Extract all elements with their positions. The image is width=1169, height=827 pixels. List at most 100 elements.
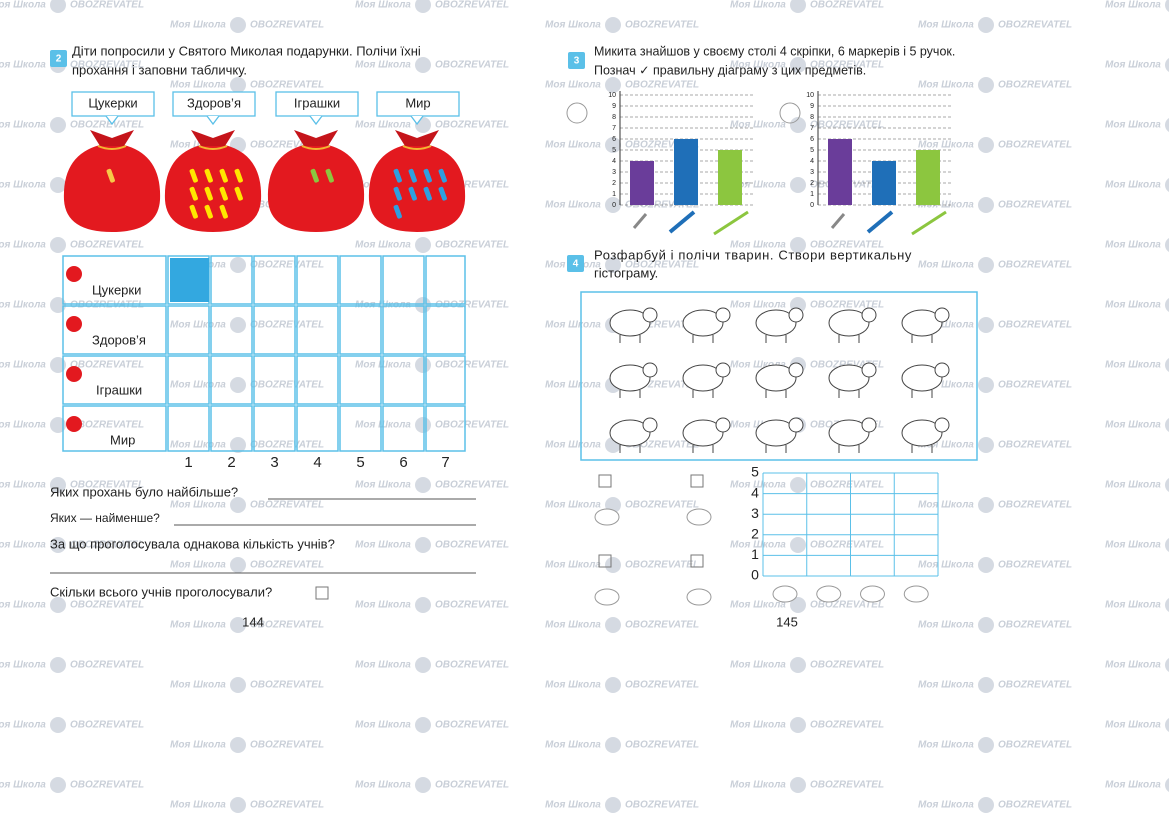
checkbox bbox=[598, 554, 612, 568]
watermark-logo bbox=[605, 257, 621, 273]
bag bbox=[368, 145, 466, 232]
watermark-brand: OBOZREVATEL bbox=[810, 600, 884, 611]
task-text: гістограму. bbox=[594, 265, 658, 280]
watermark-school: Моя Школа bbox=[1105, 120, 1161, 131]
cell bbox=[62, 405, 167, 452]
watermark-brand: OBOZREVATEL bbox=[810, 300, 884, 311]
watermark-brand: OBOZREVATEL bbox=[998, 500, 1072, 511]
bag-top bbox=[294, 130, 338, 146]
watermark-logo bbox=[230, 77, 246, 93]
watermark-school: Моя Школа bbox=[730, 240, 786, 251]
animal-head bbox=[642, 307, 658, 323]
watermark-logo bbox=[790, 537, 806, 553]
y-tick-label: 4 bbox=[612, 158, 616, 165]
answer-circle bbox=[779, 102, 801, 124]
bar bbox=[674, 139, 698, 205]
watermark-school: Моя Школа bbox=[545, 620, 601, 631]
animal-body bbox=[828, 309, 870, 337]
cell bbox=[210, 255, 253, 305]
watermark-brand: OBOZREVATEL bbox=[625, 800, 699, 811]
watermark-school: Моя Школа bbox=[545, 320, 601, 331]
row-label: Мир bbox=[110, 432, 135, 447]
animal-head bbox=[788, 362, 804, 378]
watermark-logo bbox=[415, 297, 431, 313]
watermark-brand: OBOZREVATEL bbox=[625, 740, 699, 751]
watermark-brand: OBOZREVATEL bbox=[70, 600, 144, 611]
y-tick-label: 10 bbox=[608, 92, 616, 99]
watermark-school: Моя Школа bbox=[1105, 240, 1161, 251]
watermark-school: Моя Школа bbox=[355, 300, 411, 311]
watermark-school: Моя Школа bbox=[1105, 540, 1161, 551]
watermark-brand: OBOZREVATEL bbox=[250, 380, 324, 391]
watermark-brand: OBOZREVATEL bbox=[70, 300, 144, 311]
bag-label-box bbox=[172, 91, 256, 117]
watermark-brand: OBOZREVATEL bbox=[810, 720, 884, 731]
watermark-school: Моя Школа bbox=[355, 0, 411, 11]
watermark-brand: OBOZREVATEL bbox=[250, 140, 324, 151]
watermark-brand: OBOZREVATEL bbox=[250, 680, 324, 691]
watermark-school: Моя Школа bbox=[0, 120, 46, 131]
y-tick-label: 1 bbox=[612, 191, 616, 198]
candy bbox=[219, 204, 228, 219]
row-label: Здоров’я bbox=[92, 332, 146, 347]
candy bbox=[106, 168, 115, 183]
watermark-school: Моя Школа bbox=[545, 500, 601, 511]
watermark-brand: OBOZREVATEL bbox=[70, 540, 144, 551]
bar bbox=[872, 161, 896, 205]
animals-box bbox=[580, 291, 978, 461]
animal-head bbox=[788, 417, 804, 433]
animal-head bbox=[861, 417, 877, 433]
watermark-logo bbox=[978, 257, 994, 273]
watermark-brand: OBOZREVATEL bbox=[435, 240, 509, 251]
animal-legs bbox=[619, 445, 641, 453]
watermark-logo bbox=[230, 257, 246, 273]
watermark-brand: OBOZREVATEL bbox=[998, 260, 1072, 271]
clip-icon bbox=[632, 213, 648, 229]
watermark-school: Моя Школа bbox=[918, 20, 974, 31]
animal-icon bbox=[686, 508, 712, 526]
watermark-logo bbox=[415, 237, 431, 253]
watermark-brand: OBOZREVATEL bbox=[70, 420, 144, 431]
watermark-brand: OBOZREVATEL bbox=[625, 80, 699, 91]
watermark-brand: OBOZREVATEL bbox=[998, 440, 1072, 451]
y-tick-label: 5 bbox=[751, 464, 759, 480]
watermark-school: Моя Школа bbox=[730, 180, 786, 191]
cell bbox=[425, 255, 466, 305]
watermark-school: Моя Школа bbox=[0, 660, 46, 671]
watermark-logo bbox=[978, 17, 994, 33]
row-icon bbox=[66, 266, 82, 282]
y-tick-label: 3 bbox=[810, 169, 814, 176]
cell bbox=[210, 355, 253, 405]
watermark-brand: OBOZREVATEL bbox=[998, 320, 1072, 331]
animal-legs bbox=[619, 390, 641, 398]
watermark-logo bbox=[415, 657, 431, 673]
watermark-school: Моя Школа bbox=[730, 420, 786, 431]
animal-legs bbox=[692, 335, 714, 343]
animal-head bbox=[715, 417, 731, 433]
watermark-brand: OBOZREVATEL bbox=[435, 540, 509, 551]
animal-head bbox=[715, 307, 731, 323]
watermark-school: Моя Школа bbox=[918, 440, 974, 451]
watermark-logo bbox=[1165, 298, 1169, 312]
watermark-school: Моя Школа bbox=[355, 780, 411, 791]
watermark-brand: OBOZREVATEL bbox=[625, 620, 699, 631]
watermark-brand: OBOZREVATEL bbox=[435, 480, 509, 491]
watermark-school: Моя Школа bbox=[730, 60, 786, 71]
bag bbox=[267, 145, 365, 232]
watermark-school: Моя Школа bbox=[545, 20, 601, 31]
watermark-school: Моя Школа bbox=[1105, 60, 1161, 71]
watermark-logo bbox=[978, 797, 994, 813]
watermark-school: Моя Школа bbox=[0, 720, 46, 731]
watermark-school: Моя Школа bbox=[0, 0, 46, 11]
watermark-brand: OBOZREVATEL bbox=[70, 660, 144, 671]
watermark-school: Моя Школа bbox=[918, 260, 974, 271]
animal-body bbox=[755, 309, 797, 337]
watermark-school: Моя Школа bbox=[1105, 0, 1161, 11]
watermark-logo bbox=[978, 137, 994, 153]
y-tick-label: 5 bbox=[810, 147, 814, 154]
watermark-brand: OBOZREVATEL bbox=[250, 800, 324, 811]
question: Яких — найменше? bbox=[50, 511, 160, 525]
watermark-brand: OBOZREVATEL bbox=[625, 140, 699, 151]
animal-body bbox=[755, 364, 797, 392]
candy bbox=[408, 168, 417, 183]
